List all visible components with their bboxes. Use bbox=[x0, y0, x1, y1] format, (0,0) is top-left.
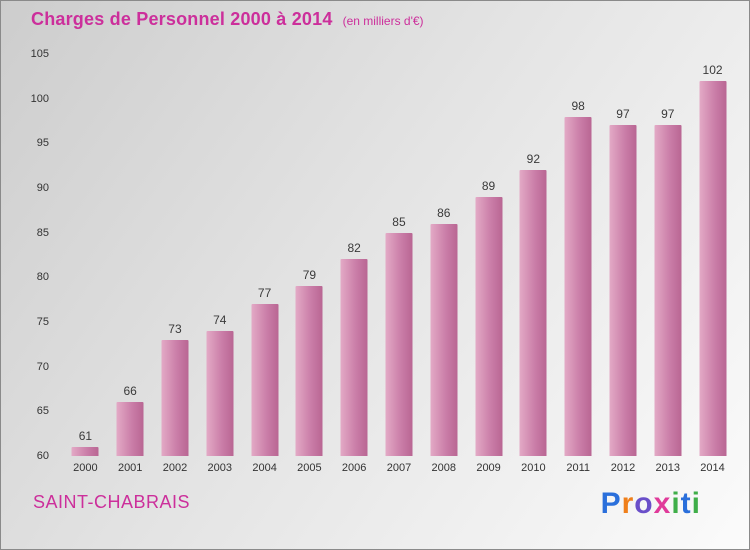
x-axis-label: 2000 bbox=[73, 462, 98, 474]
bar-slot: 92 2010 bbox=[511, 54, 556, 474]
bar-value-label: 66 bbox=[123, 384, 137, 398]
logo-letter: r bbox=[621, 487, 635, 520]
bar-value-label: 61 bbox=[78, 429, 93, 443]
bar-slot: 98 2011 bbox=[556, 54, 601, 474]
x-axis-label: 2010 bbox=[521, 462, 546, 474]
x-axis-label: 2013 bbox=[655, 462, 680, 474]
bar-value-label: 97 bbox=[616, 107, 630, 121]
bar-slot: 77 2004 bbox=[242, 54, 287, 474]
bar-slot: 86 2008 bbox=[421, 54, 466, 474]
logo-letter: i bbox=[691, 487, 701, 520]
bar-slot: 79 2005 bbox=[287, 54, 332, 474]
y-axis-tick-label: 100 bbox=[30, 92, 49, 105]
bar-slot: 85 2007 bbox=[377, 54, 422, 474]
x-axis-label: 2003 bbox=[207, 462, 233, 474]
bar bbox=[161, 340, 189, 456]
x-axis-label: 2008 bbox=[431, 462, 457, 474]
logo-letter: o bbox=[634, 487, 654, 520]
bar-slot: 102 2014 bbox=[690, 54, 735, 474]
x-axis-label: 2002 bbox=[162, 462, 188, 474]
x-axis-label: 2001 bbox=[117, 462, 143, 474]
y-axis-tick-label: 65 bbox=[36, 405, 49, 418]
bar-slot: 74 2003 bbox=[197, 54, 242, 474]
bar bbox=[519, 170, 547, 456]
proxiti-logo: Proxiti bbox=[601, 487, 701, 521]
bar-value-label: 89 bbox=[481, 179, 496, 193]
company-name: SAINT-CHABRAIS bbox=[33, 492, 191, 512]
bar bbox=[116, 402, 144, 456]
bar bbox=[340, 259, 368, 456]
bar-value-label: 77 bbox=[257, 286, 272, 300]
bar bbox=[564, 117, 592, 456]
bar-slot: 97 2013 bbox=[645, 54, 690, 474]
bar-value-label: 97 bbox=[661, 107, 675, 121]
bar-slot: 66 2001 bbox=[108, 54, 153, 474]
x-axis-label: 2004 bbox=[252, 462, 277, 474]
x-axis-label: 2014 bbox=[700, 462, 725, 474]
y-axis-tick-label: 85 bbox=[36, 226, 49, 239]
y-axis: 60 65 70 75 80 85 90 95 100 105 bbox=[1, 48, 57, 462]
bar-value-label: 74 bbox=[213, 313, 227, 327]
chart-subtitle: (en milliers d'€) bbox=[342, 14, 424, 28]
bar bbox=[71, 447, 99, 456]
chart-header: Charges de Personnel 2000 à 2014 (en mill… bbox=[31, 9, 424, 30]
y-axis-tick-label: 105 bbox=[30, 48, 49, 60]
bar bbox=[475, 197, 503, 456]
bar-value-label: 73 bbox=[168, 322, 182, 336]
plot-area: 61 2000 66 2001 73 2002 74 2003 77 2004 79 2005 82 20… bbox=[63, 54, 735, 474]
bar-slot: 97 2012 bbox=[601, 54, 646, 474]
y-axis-tick-label: 60 bbox=[36, 450, 49, 462]
x-axis-label: 2006 bbox=[341, 462, 367, 474]
logo-letter: i bbox=[671, 487, 681, 520]
bar-slot: 89 2009 bbox=[466, 54, 511, 474]
logo-letter: P bbox=[600, 487, 622, 520]
bar bbox=[251, 304, 279, 456]
bar bbox=[699, 81, 727, 456]
x-axis-label: 2012 bbox=[610, 462, 636, 474]
bar-value-label: 85 bbox=[392, 215, 406, 229]
x-axis-label: 2009 bbox=[476, 462, 501, 474]
bar bbox=[385, 233, 413, 456]
bar-value-label: 79 bbox=[302, 268, 317, 282]
bar-value-label: 92 bbox=[526, 152, 541, 166]
bar-value-label: 82 bbox=[347, 241, 361, 255]
x-axis-label: 2005 bbox=[297, 462, 322, 474]
bar-slot: 61 2000 bbox=[63, 54, 108, 474]
y-axis-tick-label: 75 bbox=[36, 316, 49, 328]
bar-value-label: 86 bbox=[437, 206, 451, 220]
y-axis-tick-label: 70 bbox=[36, 360, 49, 373]
bar-value-label: 102 bbox=[702, 63, 723, 77]
bar-slot: 73 2002 bbox=[153, 54, 198, 474]
logo-letter: x bbox=[653, 487, 672, 520]
y-axis-tick-label: 90 bbox=[36, 182, 49, 194]
y-axis-tick-label: 80 bbox=[36, 271, 49, 284]
chart-title: Charges de Personnel 2000 à 2014 bbox=[31, 9, 333, 29]
bar bbox=[430, 224, 458, 456]
bar-slot: 82 2006 bbox=[332, 54, 377, 474]
y-axis-tick-label: 95 bbox=[36, 137, 49, 150]
bar bbox=[654, 125, 682, 456]
x-axis-label: 2007 bbox=[386, 462, 412, 474]
logo-letter: t bbox=[680, 487, 692, 520]
bar-value-label: 98 bbox=[571, 99, 585, 113]
bar bbox=[295, 286, 323, 456]
bar bbox=[206, 331, 234, 456]
bar bbox=[609, 125, 637, 456]
x-axis-label: 2011 bbox=[566, 462, 590, 474]
